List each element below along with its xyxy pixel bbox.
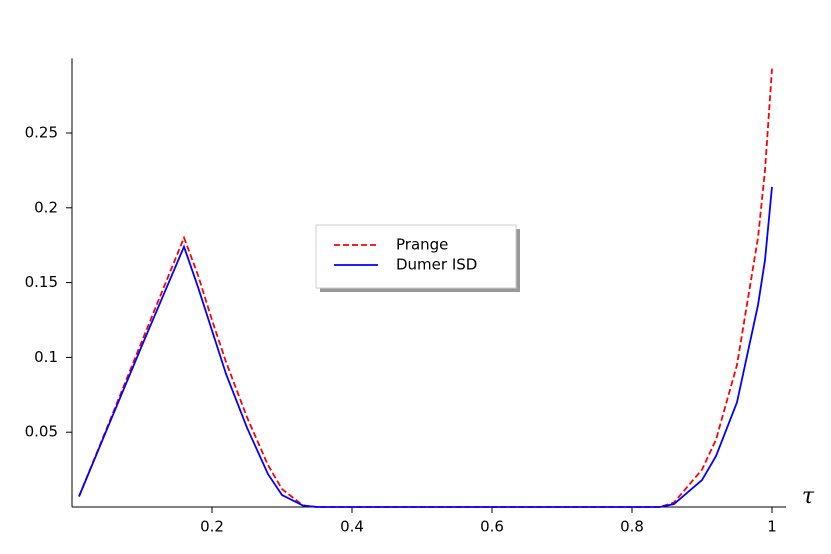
- y-tick-label: 0.25: [25, 124, 58, 142]
- y-tick-label: 0.05: [25, 423, 58, 441]
- legend-box: [315, 224, 517, 289]
- x-tick-label: 1: [767, 518, 777, 536]
- y-tick-label: 0.15: [25, 273, 58, 291]
- legend-label: Dumer ISD: [396, 256, 477, 274]
- x-tick-label: 0.6: [480, 518, 504, 536]
- legend-label: Prange: [396, 236, 448, 254]
- series-line: [78, 186, 773, 508]
- y-tick-label: 0.1: [34, 348, 58, 366]
- y-tick-label: 0.2: [34, 198, 58, 216]
- x-tick-label: 0.2: [200, 518, 224, 536]
- x-tick-label: 0.8: [620, 518, 644, 536]
- x-tick-label: 0.4: [340, 518, 364, 536]
- series-line: [78, 68, 773, 508]
- x-axis-label: τ: [802, 484, 815, 509]
